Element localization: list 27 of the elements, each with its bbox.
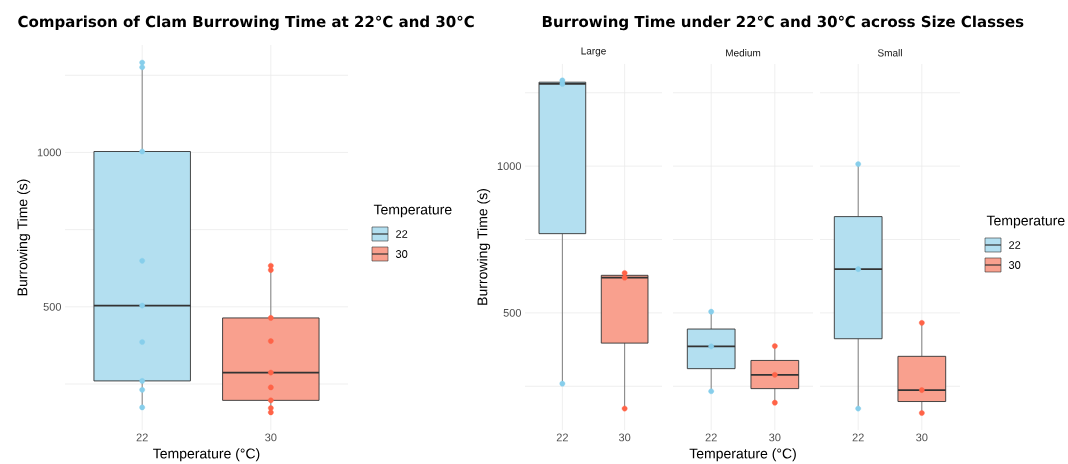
y-tick-label: 500 [503,309,522,317]
x-axis-title: Temperature (°C) [153,448,260,462]
text: Burrowing Time under 22℃ and 30℃ across Size Classes [542,15,1024,31]
x-tick-label: 22 [556,433,568,442]
x-axis-title: Temperature (°C) [689,448,796,462]
x-tick-label: 30 [769,433,781,442]
x-tick-label: 30 [916,433,928,442]
legend-title: Temperature [986,215,1065,229]
chart-subtitle: Small [877,49,902,57]
y-axis-title: Burrowing Time (s) [17,179,31,296]
y-tick-label: 500 [43,302,62,311]
x-tick-label: 30 [618,433,631,442]
chart-title: Comparison of Clam Burrowing Time at 22°C and 30°C [18,15,474,31]
x-tick-label: 22 [852,433,864,442]
legend-label: 30 [1008,261,1021,269]
legend-title: Temperature [373,204,452,218]
legend-label: 22 [396,230,408,238]
chart-subtitle: Large [581,47,606,57]
y-axis-title: Burrowing Time (s) [477,189,491,305]
legend-label: 22 [1009,241,1021,249]
chart-subtitle: Medium [726,49,761,57]
x-tick-label: 22 [705,433,717,442]
y-tick-label: 1000 [497,162,522,171]
x-tick-label: 30 [265,433,277,442]
legend-label: 30 [395,250,408,258]
x-tick-label: 22 [136,433,148,442]
y-tick-label: 1000 [37,148,62,157]
